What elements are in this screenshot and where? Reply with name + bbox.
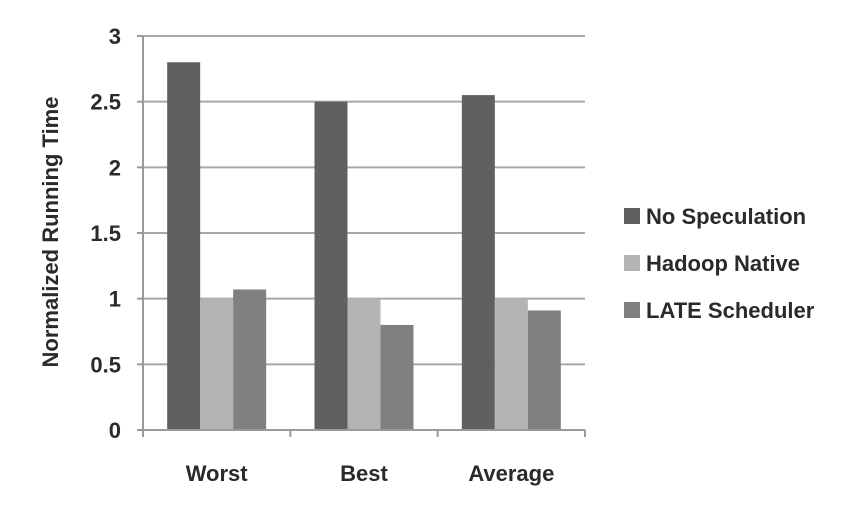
- legend-label: LATE Scheduler: [646, 298, 815, 323]
- x-tick-label: Average: [468, 461, 554, 486]
- y-axis-ticks: 0 0.5 1 1.5 2 2.5 3: [90, 24, 143, 443]
- bar: [527, 310, 561, 430]
- legend: No Speculation Hadoop Native LATE Schedule…: [624, 204, 815, 323]
- legend-label: No Speculation: [646, 204, 806, 229]
- legend-swatch: [624, 302, 640, 318]
- bar: [380, 324, 414, 430]
- y-tick-label: 1: [109, 287, 121, 312]
- y-tick-label: 2: [109, 155, 121, 180]
- y-axis-title: Normalized Running Time: [38, 97, 63, 368]
- y-tick-label: 2.5: [90, 90, 121, 115]
- y-tick-label: 0: [109, 418, 121, 443]
- y-tick-label: 1.5: [90, 221, 121, 246]
- bar: [200, 298, 234, 430]
- legend-swatch: [624, 208, 640, 224]
- x-axis-labels: Worst Best Average: [186, 461, 555, 486]
- bar: [347, 298, 381, 430]
- bar: [233, 289, 267, 430]
- x-tick-label: Worst: [186, 461, 249, 486]
- x-tick-label: Best: [340, 461, 388, 486]
- y-tick-label: 0.5: [90, 352, 121, 377]
- bar: [314, 101, 348, 431]
- legend-label: Hadoop Native: [646, 251, 800, 276]
- bars: [167, 62, 561, 431]
- axes: [142, 36, 586, 437]
- legend-swatch: [624, 255, 640, 271]
- bar: [167, 62, 201, 431]
- bar: [494, 298, 528, 430]
- y-tick-label: 3: [109, 24, 121, 49]
- bar: [461, 95, 495, 430]
